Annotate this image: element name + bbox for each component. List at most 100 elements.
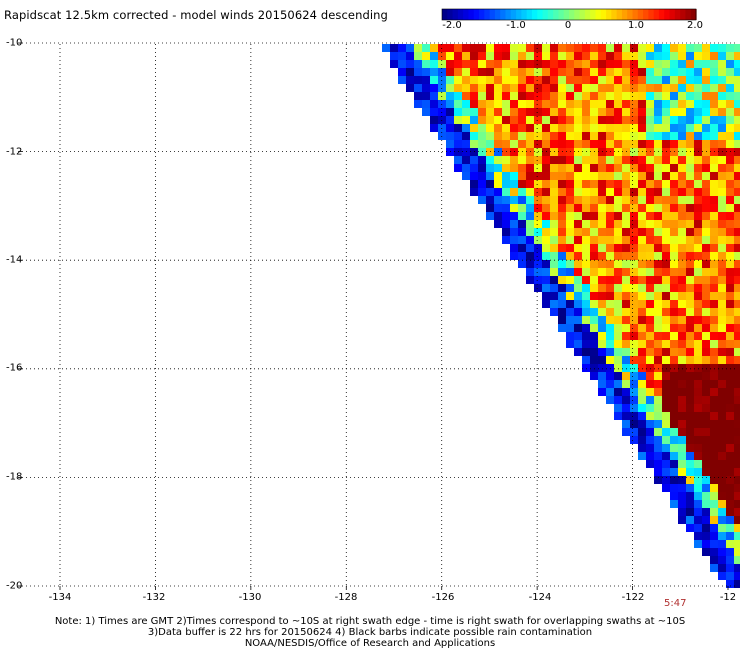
wind-difference-cell — [702, 180, 710, 188]
wind-difference-cell — [702, 420, 710, 428]
wind-difference-cell — [598, 364, 606, 372]
wind-difference-cell — [462, 100, 470, 108]
wind-difference-cell — [534, 140, 542, 148]
wind-difference-cell — [582, 52, 590, 60]
wind-difference-cell — [630, 324, 638, 332]
wind-difference-cell — [574, 284, 582, 292]
wind-difference-cell — [670, 412, 678, 420]
wind-difference-cell — [630, 164, 638, 172]
wind-difference-cell — [694, 228, 702, 236]
wind-difference-cell — [606, 260, 614, 268]
wind-difference-cell — [622, 84, 630, 92]
wind-difference-cell — [686, 196, 694, 204]
wind-difference-cell — [710, 532, 718, 540]
wind-difference-cell — [726, 492, 734, 500]
wind-difference-cell — [686, 76, 694, 84]
wind-difference-cell — [454, 108, 462, 116]
wind-difference-cell — [534, 60, 542, 68]
wind-difference-cell — [518, 244, 526, 252]
wind-difference-cell — [550, 132, 558, 140]
wind-difference-cell — [678, 92, 686, 100]
wind-difference-cell — [734, 540, 740, 548]
wind-difference-cell — [686, 268, 694, 276]
wind-difference-cell — [646, 292, 654, 300]
wind-difference-cell — [654, 380, 662, 388]
colorbar-segment — [674, 9, 681, 20]
wind-difference-cell — [726, 412, 734, 420]
wind-difference-cell — [646, 268, 654, 276]
wind-difference-cell — [710, 92, 718, 100]
wind-difference-cell — [726, 204, 734, 212]
wind-difference-cell — [678, 436, 686, 444]
wind-difference-cell — [574, 340, 582, 348]
colorbar-segment — [531, 9, 538, 20]
wind-difference-cell — [462, 68, 470, 76]
wind-difference-cell — [582, 124, 590, 132]
wind-difference-cell — [502, 228, 510, 236]
wind-difference-cell — [526, 116, 534, 124]
wind-difference-cell — [718, 340, 726, 348]
wind-difference-cell — [646, 348, 654, 356]
wind-difference-cell — [574, 260, 582, 268]
wind-difference-cell — [542, 236, 550, 244]
wind-difference-cell — [502, 52, 510, 60]
wind-difference-cell — [718, 428, 726, 436]
wind-difference-cell — [550, 84, 558, 92]
wind-difference-cell — [678, 220, 686, 228]
wind-difference-cell — [686, 300, 694, 308]
wind-difference-cell — [598, 196, 606, 204]
wind-difference-cell — [542, 268, 550, 276]
wind-difference-cell — [710, 180, 718, 188]
wind-difference-cell — [734, 68, 740, 76]
wind-difference-cell — [502, 60, 510, 68]
wind-difference-cell — [694, 500, 702, 508]
wind-difference-cell — [710, 252, 718, 260]
wind-difference-cell — [574, 52, 582, 60]
wind-difference-cell — [662, 284, 670, 292]
colorbar-segment — [442, 9, 448, 20]
wind-difference-cell — [734, 204, 740, 212]
wind-difference-cell — [654, 196, 662, 204]
colorbar-segment — [537, 9, 544, 20]
colorbar-segment — [611, 9, 618, 20]
wind-difference-cell — [702, 252, 710, 260]
wind-difference-cell — [678, 188, 686, 196]
wind-difference-cell — [662, 188, 670, 196]
wind-difference-cell — [454, 100, 462, 108]
wind-difference-cell — [598, 252, 606, 260]
wind-difference-cell — [726, 308, 734, 316]
wind-difference-cell — [702, 348, 710, 356]
wind-difference-cell — [582, 108, 590, 116]
wind-difference-cell — [638, 188, 646, 196]
wind-difference-cell — [646, 124, 654, 132]
wind-difference-cell — [606, 388, 614, 396]
wind-difference-cell — [630, 348, 638, 356]
wind-difference-cell — [646, 68, 654, 76]
wind-difference-cell — [590, 220, 598, 228]
wind-difference-cell — [454, 68, 462, 76]
wind-difference-cell — [638, 380, 646, 388]
wind-difference-cell — [574, 212, 582, 220]
wind-difference-cell — [414, 76, 422, 84]
wind-difference-cell — [654, 396, 662, 404]
wind-difference-cell — [710, 188, 718, 196]
wind-difference-cell — [470, 180, 478, 188]
wind-difference-cell — [534, 156, 542, 164]
wind-difference-cell — [598, 60, 606, 68]
wind-difference-cell — [734, 148, 740, 156]
wind-difference-cell — [446, 52, 454, 60]
wind-difference-cell — [718, 244, 726, 252]
wind-difference-cell — [646, 52, 654, 60]
wind-difference-cell — [670, 84, 678, 92]
wind-difference-cell — [726, 564, 734, 572]
wind-difference-cell — [590, 300, 598, 308]
wind-difference-cell — [502, 196, 510, 204]
wind-difference-cell — [526, 212, 534, 220]
wind-difference-cell — [638, 316, 646, 324]
wind-difference-cell — [518, 252, 526, 260]
wind-difference-cell — [718, 572, 726, 580]
wind-difference-cell — [694, 52, 702, 60]
wind-difference-cell — [574, 108, 582, 116]
wind-difference-cell — [542, 60, 550, 68]
wind-difference-cell — [734, 252, 740, 260]
